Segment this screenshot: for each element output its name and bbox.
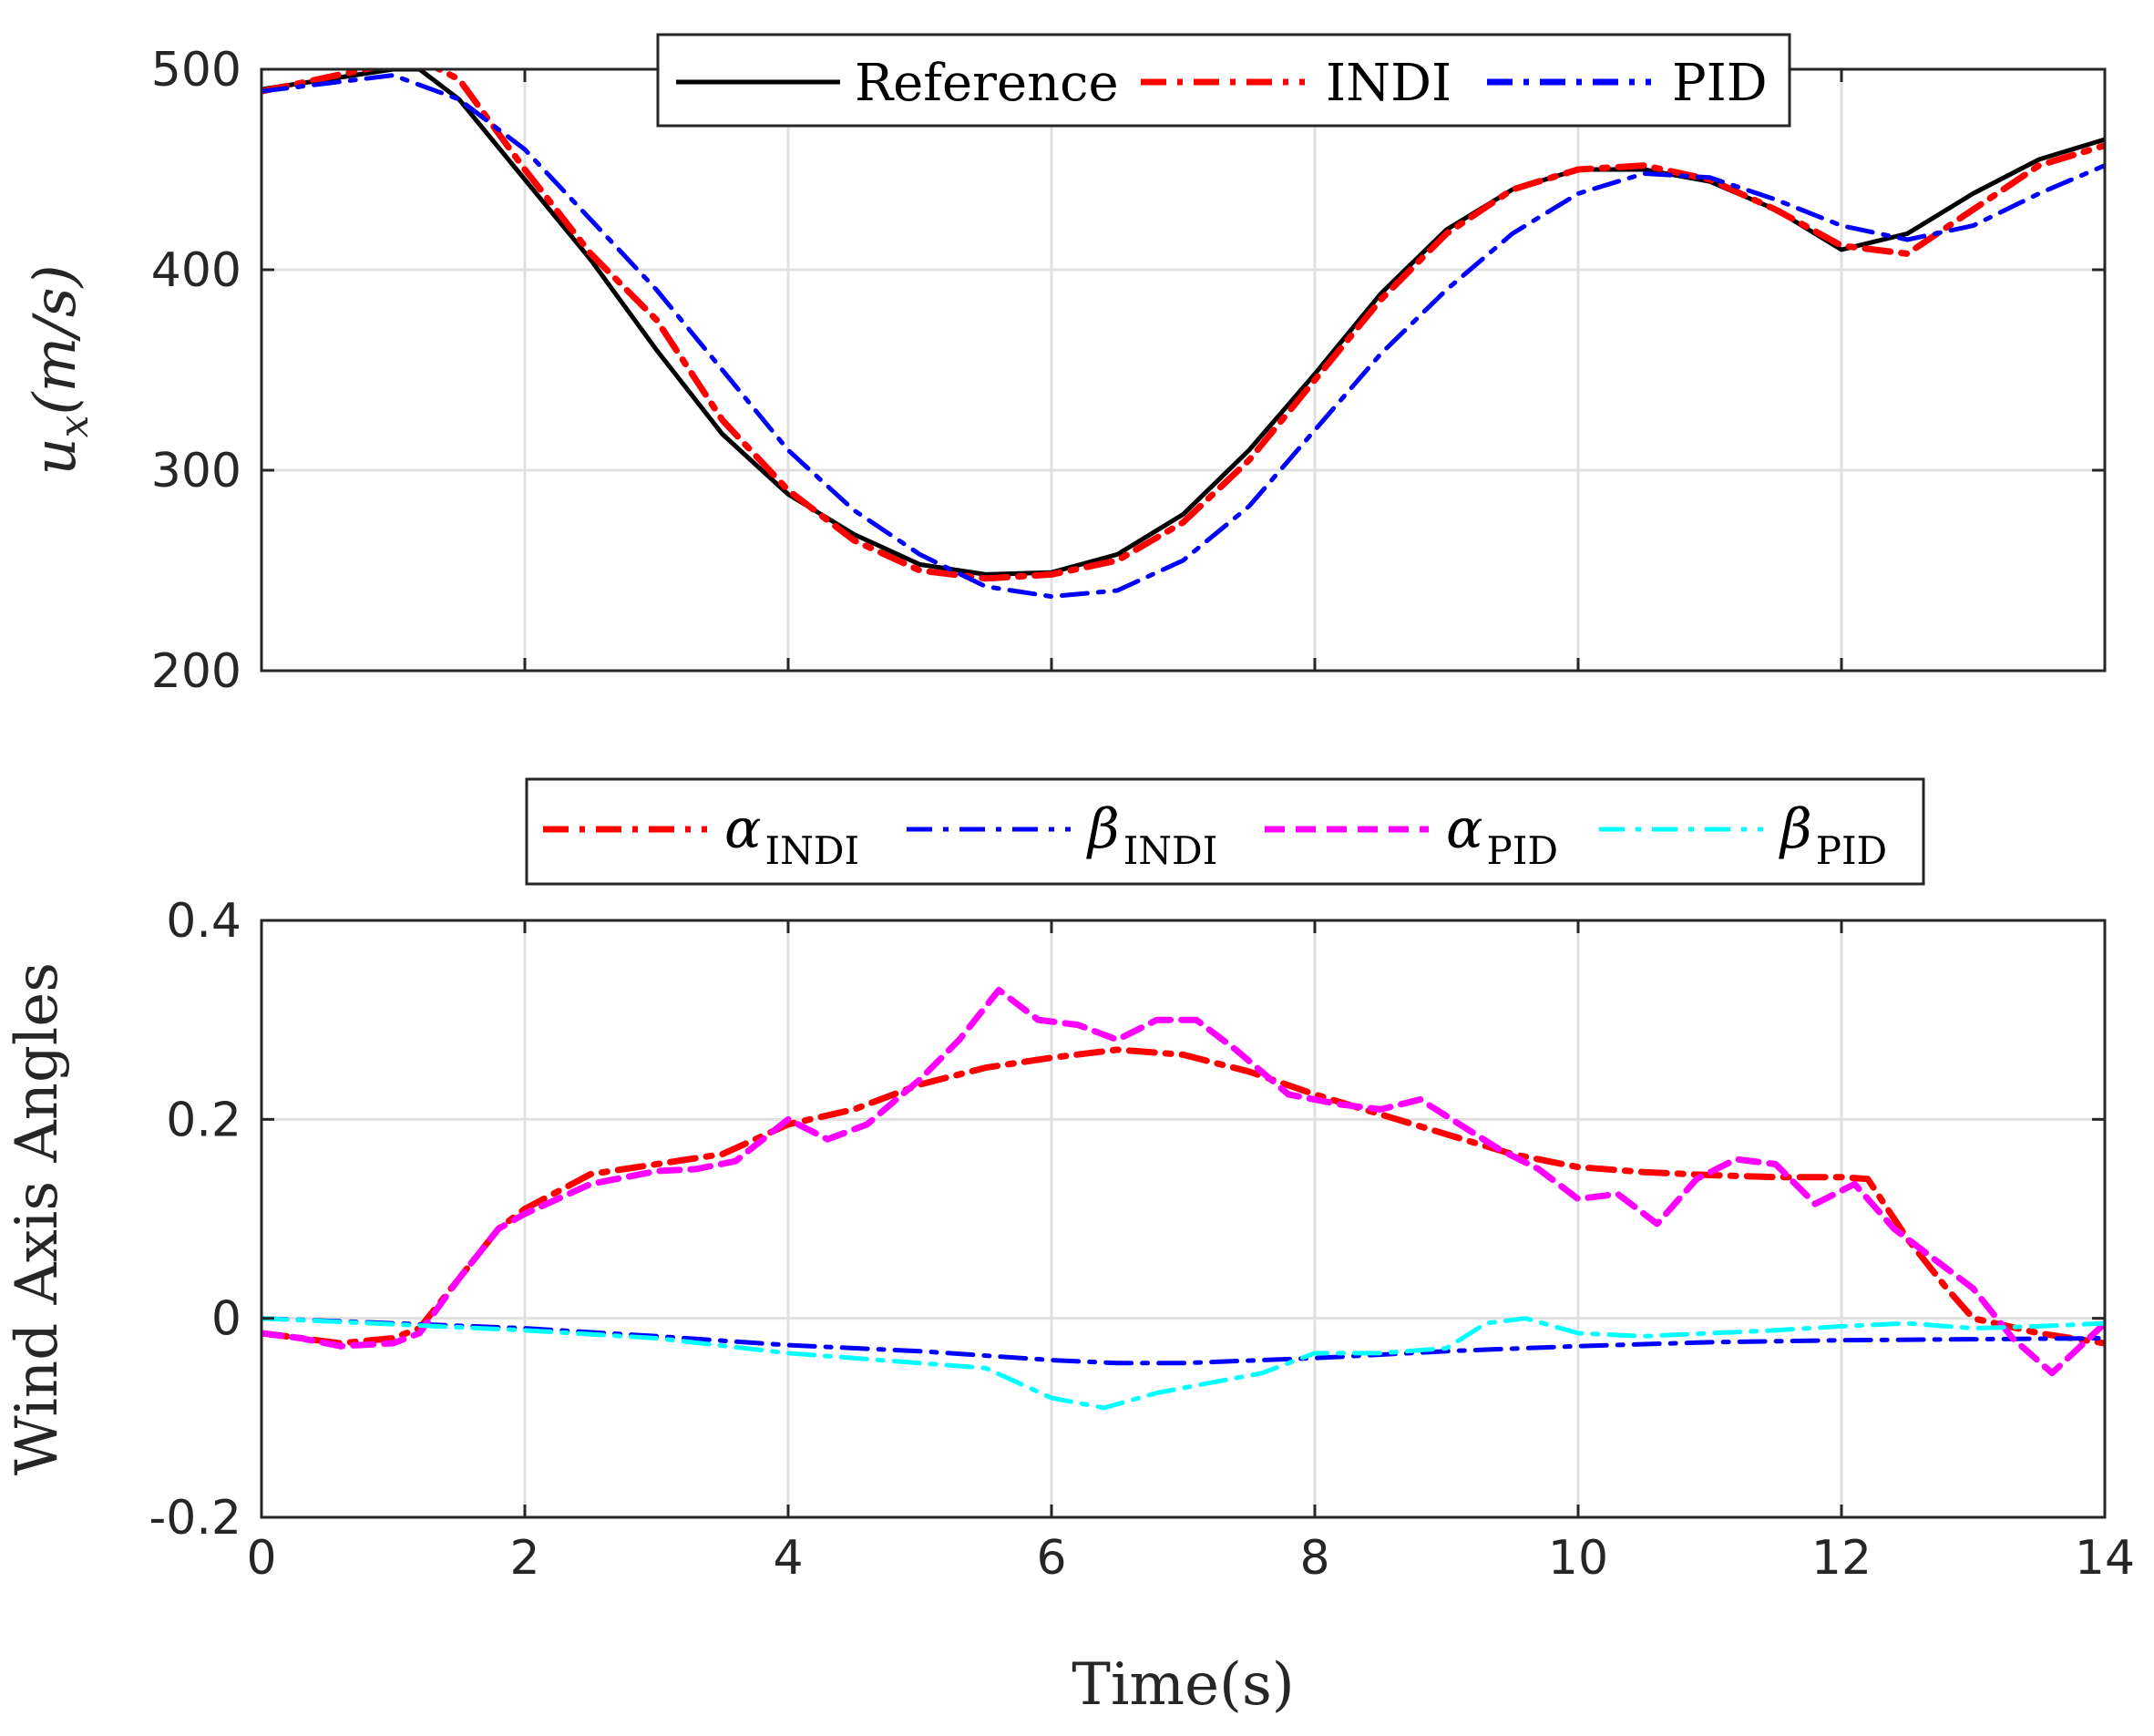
- top-series: [262, 69, 2105, 600]
- legend-label-pid: βPID: [1779, 797, 1887, 873]
- legend-label-indi: αINDI: [724, 797, 859, 873]
- legend-label-indi: βINDI: [1086, 797, 1217, 873]
- y-tick-label: 300: [151, 444, 241, 498]
- y-tick-label: 200: [151, 644, 241, 699]
- x-tick-label: 8: [1299, 1531, 1329, 1586]
- bottom-series: [262, 986, 2105, 1411]
- x-tick-label: 12: [1811, 1531, 1872, 1586]
- bottom-ticks: 0 2 4 6 8 10 12 14-0.200.20.4: [149, 894, 2136, 1586]
- x-tick-label: 2: [509, 1531, 539, 1586]
- series-line-pid: [262, 986, 2105, 1377]
- top-y-label-sub: x: [51, 415, 97, 437]
- top-y-axis-label: ux(m/s): [22, 264, 97, 475]
- y-tick-label: 0.2: [166, 1093, 241, 1147]
- y-tick-label: 500: [151, 43, 241, 98]
- top-legend: Reference INDI PID: [656, 33, 1791, 128]
- legend-label-pid: αPID: [1446, 797, 1558, 873]
- top-y-label-rest: (m/s): [22, 264, 89, 415]
- series-line-indi: [262, 69, 2105, 582]
- y-tick-label: 400: [151, 243, 241, 298]
- y-tick-label: -0.2: [149, 1491, 241, 1546]
- bottom-axes-frame: [260, 919, 2107, 1519]
- x-tick-label: 6: [1036, 1531, 1066, 1586]
- bottom-legend-box: [525, 777, 1925, 886]
- legend-label-reference: Reference: [855, 54, 1119, 113]
- bottom-legend: αINDI βINDI αPID βPID: [525, 777, 1925, 886]
- legend-label-pid: PID: [1672, 54, 1768, 113]
- x-axis-label: Time(s): [1072, 1651, 1295, 1719]
- x-tick-label: 0: [246, 1531, 276, 1586]
- y-tick-label: 0.4: [166, 894, 241, 949]
- bottom-y-axis-label: Wind Axis Angles: [4, 962, 71, 1475]
- top-y-label-main: u: [22, 437, 89, 475]
- series-line-pid: [262, 1316, 2105, 1411]
- legend-label-indi: INDI: [1326, 54, 1451, 113]
- y-tick-label: 0: [211, 1292, 241, 1347]
- top-ticks: 200 300 400 500: [151, 43, 2107, 699]
- x-tick-label: 4: [773, 1531, 803, 1586]
- x-tick-label: 14: [2075, 1531, 2135, 1586]
- x-tick-label: 10: [1548, 1531, 1608, 1586]
- series-line-pid: [262, 73, 2105, 600]
- top-axes: 200 300 400 500 ux(m/s) Reference INDI PID: [22, 33, 2107, 699]
- bottom-axes: 0 2 4 6 8 10 12 14-0.200.20.4 Wind Axis Angles …: [4, 777, 2136, 1719]
